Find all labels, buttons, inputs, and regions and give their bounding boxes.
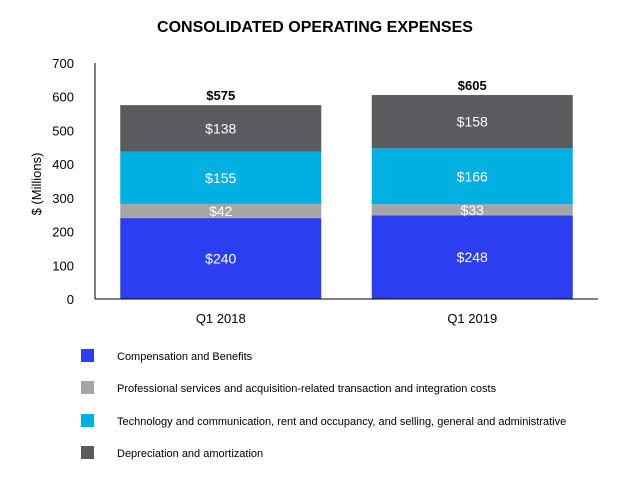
data-label: $240 (205, 251, 236, 267)
y-tick-label: 200 (52, 225, 74, 240)
legend-label: Compensation and Benefits (117, 351, 253, 363)
total-label: $605 (458, 78, 487, 93)
y-tick-label: 300 (52, 191, 74, 206)
x-tick-label: Q1 2018 (196, 311, 246, 326)
x-axis: Q1 2018 Q1 2019 (95, 298, 598, 326)
legend-label: Depreciation and amortization (117, 448, 263, 460)
y-tick-label: 500 (52, 123, 74, 138)
x-tick-label: Q1 2019 (447, 311, 497, 326)
legend-swatch (81, 446, 94, 459)
y-tick-label: 100 (52, 258, 74, 273)
data-label: $248 (457, 249, 488, 265)
bar-segment (120, 203, 322, 219)
data-label: $158 (457, 114, 488, 130)
bar-segment (120, 105, 322, 152)
bar-segment (371, 204, 573, 216)
legend-swatch (81, 381, 94, 394)
data-label: $42 (209, 203, 233, 219)
y-tick-label: 700 (52, 56, 74, 71)
bar-segment (371, 95, 573, 149)
y-tick-label: 400 (52, 157, 74, 172)
total-label: $575 (206, 88, 235, 103)
data-label: $155 (205, 170, 236, 186)
legend-swatch (81, 349, 94, 362)
data-label: $138 (205, 120, 236, 136)
y-tick-label: 600 (52, 90, 74, 105)
legend-label: Technology and communication, rent and o… (117, 416, 566, 428)
y-axis: 0 100 200 300 400 500 600 700 (52, 56, 96, 307)
legend-swatch (81, 414, 94, 427)
legend-label: Professional services and acquisition-re… (117, 383, 497, 395)
chart-title: CONSOLIDATED OPERATING EXPENSES (157, 19, 473, 36)
legend: Compensation and Benefits Professional se… (81, 349, 566, 460)
bar-segment (371, 148, 573, 205)
data-label: $166 (457, 168, 488, 184)
y-axis-label: $ (Millions) (29, 153, 44, 216)
bar-segment (120, 218, 322, 299)
bar-segment (120, 151, 322, 204)
bar-segment (371, 215, 573, 299)
y-tick-label: 0 (67, 292, 74, 307)
data-label: $33 (461, 202, 485, 218)
bars: $240 $42 $155 $138 $575 $248 $33 $166 $158 $605 (120, 78, 573, 299)
